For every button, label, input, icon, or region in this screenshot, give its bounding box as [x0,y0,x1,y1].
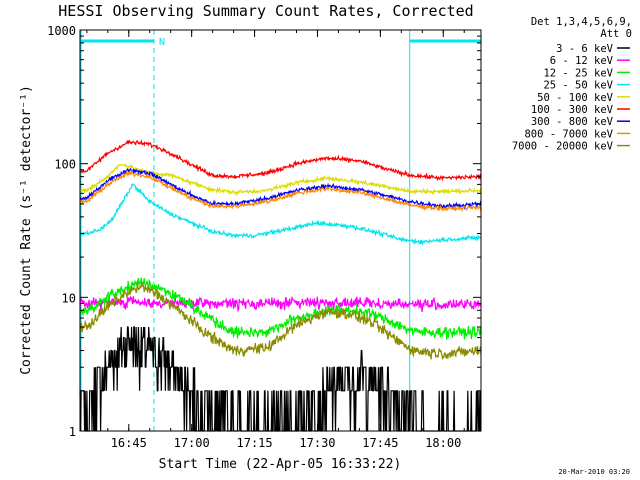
x-tick-label: 17:00 [174,436,210,450]
series-line-3 [79,183,482,246]
series-line-7 [79,169,482,213]
series-line-2 [79,277,482,340]
saa-label: N [159,37,165,48]
legend-entry-label: 100 - 300 keV [531,104,614,116]
legend-header-line: Det 1,3,4,5,6,9, [531,16,632,28]
legend-entry-label: 3 - 6 keV [556,43,614,55]
series-line-8 [79,281,482,360]
series-line-1 [79,295,482,313]
legend-entry-label: 800 - 7000 keV [524,128,613,140]
y-tick-label: 1000 [47,24,76,38]
legend-entry-label: 300 - 800 keV [531,116,614,128]
series-layer [79,138,482,432]
legend-entry-label: 50 - 100 keV [537,92,614,104]
x-tick-label: 17:30 [299,436,335,450]
x-tick-label: 17:15 [237,436,273,450]
timestamp: 20-Mar-2010 03:20 [558,468,630,476]
y-axis-label: Corrected Count Rate (s⁻¹ detector⁻¹) [19,85,34,375]
x-tick-label: 18:00 [425,436,461,450]
legend-entry-label: 12 - 25 keV [543,67,613,79]
x-tick-label: 16:45 [111,436,147,450]
y-tick-label: 10 [62,291,76,305]
x-tick-label: 17:45 [362,436,398,450]
legend-entry-label: 25 - 50 keV [543,80,613,92]
series-line-5 [79,138,482,182]
legend-entry-label: 7000 - 20000 keV [512,141,614,153]
y-tick-label: 100 [54,158,76,172]
plot-frame [79,29,482,432]
legend-header-line: Att 0 [600,28,632,40]
x-axis-label: Start Time (22-Apr-05 16:33:22) [159,457,402,472]
chart-title: HESSI Observing Summary Count Rates, Cor… [58,2,473,20]
series-line-0 [79,326,481,432]
y-tick-label: 1 [69,425,76,439]
series-line-6 [79,167,482,210]
axes: 16:45 17:00 17:15 17:30 17:45 18:00 1 10 100 1000 [47,24,481,450]
legend-entry-label: 6 - 12 keV [550,55,614,67]
